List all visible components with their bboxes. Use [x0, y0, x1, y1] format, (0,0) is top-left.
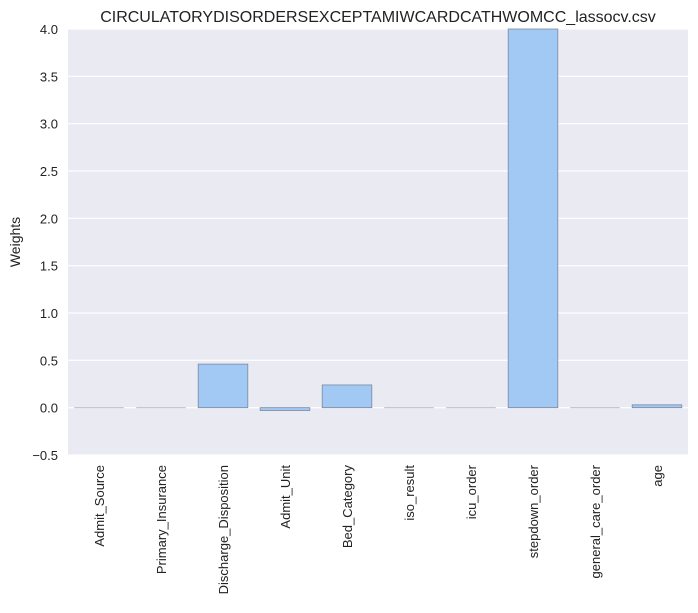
y-tick-label: 3.5 — [40, 69, 58, 84]
x-tick-label: general_care_order — [588, 464, 603, 578]
y-tick-label: 0.5 — [40, 353, 58, 368]
x-tick-label: age — [650, 465, 665, 487]
x-tick-label: stepdown_order — [526, 464, 541, 558]
bar — [321, 384, 373, 409]
y-tick-label: 1.5 — [40, 259, 58, 274]
y-tick-label: −0.5 — [32, 448, 58, 463]
y-tick-label: 2.5 — [40, 164, 58, 179]
x-tick-label: icu_order — [464, 464, 479, 519]
bar — [197, 363, 249, 409]
plot-area — [68, 29, 688, 455]
bar — [74, 407, 124, 409]
bar — [384, 407, 434, 409]
bar — [446, 407, 496, 409]
bar — [136, 407, 186, 409]
y-tick-label: 0.0 — [40, 401, 58, 416]
y-tick-label: 3.0 — [40, 117, 58, 132]
y-axis-label: Weights — [7, 217, 23, 267]
x-tick-label: Admit_Source — [92, 465, 107, 547]
y-tick-label: 2.0 — [40, 211, 58, 226]
x-tick-label: Primary_Insurance — [154, 465, 169, 574]
x-tick-label: Bed_Category — [340, 465, 355, 549]
x-tick-label: iso_result — [402, 465, 417, 521]
bar — [259, 407, 311, 411]
y-tick-label: 1.0 — [40, 306, 58, 321]
x-tick-label: Discharge_Disposition — [216, 465, 231, 594]
bar — [507, 28, 559, 409]
y-tick-labels: −0.5 0.0 0.5 1.0 1.5 2.0 2.5 3.0 3.5 4.0 — [32, 22, 58, 463]
bar — [631, 404, 683, 409]
chart-title: CIRCULATORYDISORDERSEXCEPTAMIWCARDCATHWO… — [100, 9, 656, 26]
bars — [74, 28, 683, 411]
x-tick-labels: Admit_Source Primary_Insurance Discharge_D… — [92, 464, 665, 594]
y-tick-label: 4.0 — [40, 22, 58, 37]
bar — [570, 407, 620, 409]
x-tick-label: Admit_Unit — [278, 465, 293, 529]
